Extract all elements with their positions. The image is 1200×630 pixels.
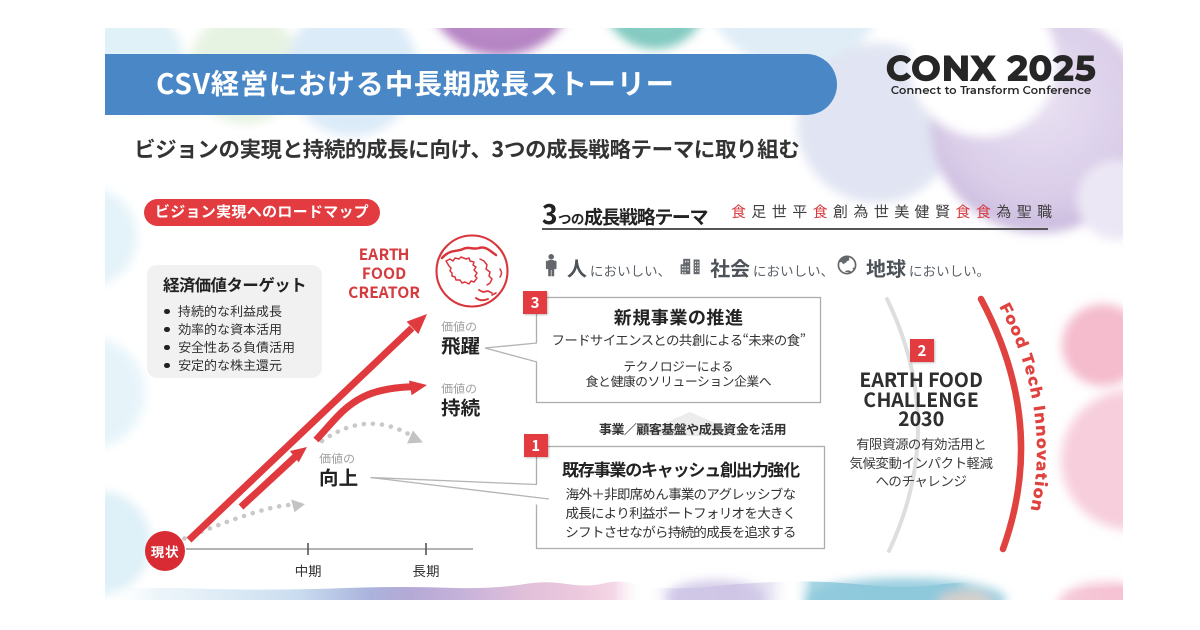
svg-text:Food Tech Innovation: Food Tech Innovation bbox=[995, 300, 1052, 515]
